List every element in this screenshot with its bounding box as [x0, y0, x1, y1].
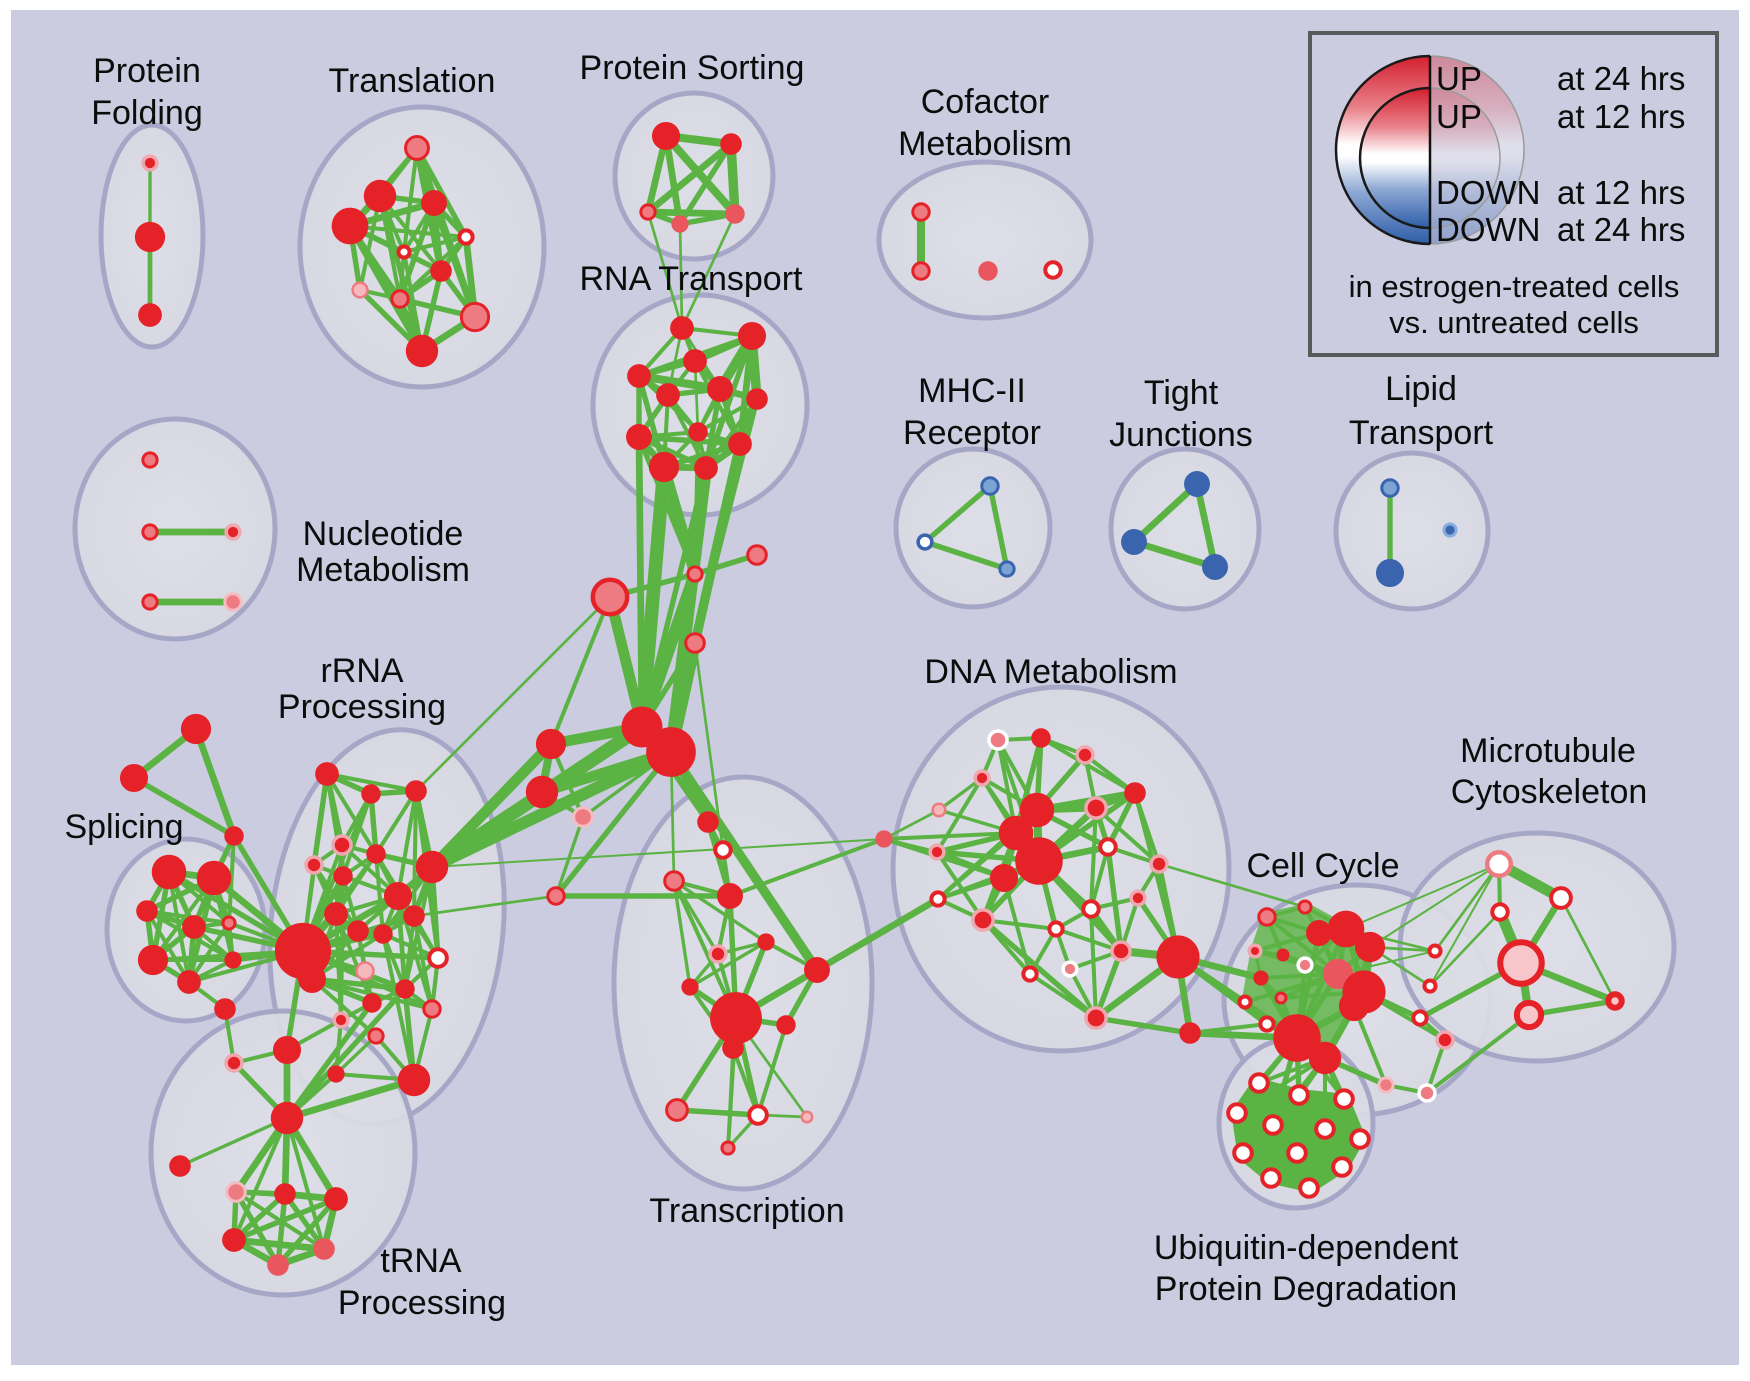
svg-text:Microtubule: Microtubule	[1460, 732, 1636, 770]
svg-text:Metabolism: Metabolism	[296, 551, 470, 589]
svg-text:tRNA: tRNA	[380, 1242, 462, 1280]
svg-text:Folding: Folding	[91, 94, 203, 132]
svg-text:Splicing: Splicing	[64, 808, 183, 846]
svg-text:Processing: Processing	[338, 1284, 506, 1322]
svg-text:Translation: Translation	[329, 62, 496, 100]
svg-text:UP: UP	[1436, 60, 1482, 97]
svg-text:Cytoskeleton: Cytoskeleton	[1451, 773, 1648, 811]
svg-text:Metabolism: Metabolism	[898, 125, 1072, 163]
svg-text:Cell Cycle: Cell Cycle	[1246, 847, 1399, 885]
svg-text:DNA Metabolism: DNA Metabolism	[924, 653, 1177, 691]
svg-text:Tight: Tight	[1144, 374, 1219, 412]
svg-text:Nucleotide: Nucleotide	[303, 515, 464, 553]
svg-text:RNA Transport: RNA Transport	[580, 260, 804, 298]
svg-text:Processing: Processing	[278, 688, 446, 726]
svg-text:rRNA: rRNA	[320, 652, 403, 690]
svg-text:Protein: Protein	[93, 52, 201, 90]
svg-text:Protein Degradation: Protein Degradation	[1155, 1270, 1457, 1308]
svg-text:DOWN: DOWN	[1436, 174, 1540, 211]
svg-text:Junctions: Junctions	[1109, 416, 1253, 454]
svg-text:Lipid: Lipid	[1385, 370, 1457, 408]
svg-text:at 24 hrs: at 24 hrs	[1557, 60, 1685, 97]
svg-text:at 24 hrs: at 24 hrs	[1557, 211, 1685, 248]
svg-text:DOWN: DOWN	[1436, 211, 1540, 248]
svg-text:at 12 hrs: at 12 hrs	[1557, 98, 1685, 135]
svg-text:Cofactor: Cofactor	[921, 83, 1050, 121]
svg-text:Ubiquitin-dependent: Ubiquitin-dependent	[1154, 1229, 1459, 1267]
svg-text:Transcription: Transcription	[649, 1192, 844, 1230]
svg-text:MHC-II: MHC-II	[918, 372, 1026, 410]
svg-text:Protein Sorting: Protein Sorting	[580, 49, 805, 87]
svg-text:Receptor: Receptor	[903, 414, 1041, 452]
svg-text:in estrogen-treated cells: in estrogen-treated cells	[1349, 269, 1680, 304]
svg-text:UP: UP	[1436, 98, 1482, 135]
svg-text:Transport: Transport	[1349, 414, 1494, 452]
svg-text:at 12 hrs: at 12 hrs	[1557, 174, 1685, 211]
svg-text:vs. untreated cells: vs. untreated cells	[1389, 305, 1639, 340]
